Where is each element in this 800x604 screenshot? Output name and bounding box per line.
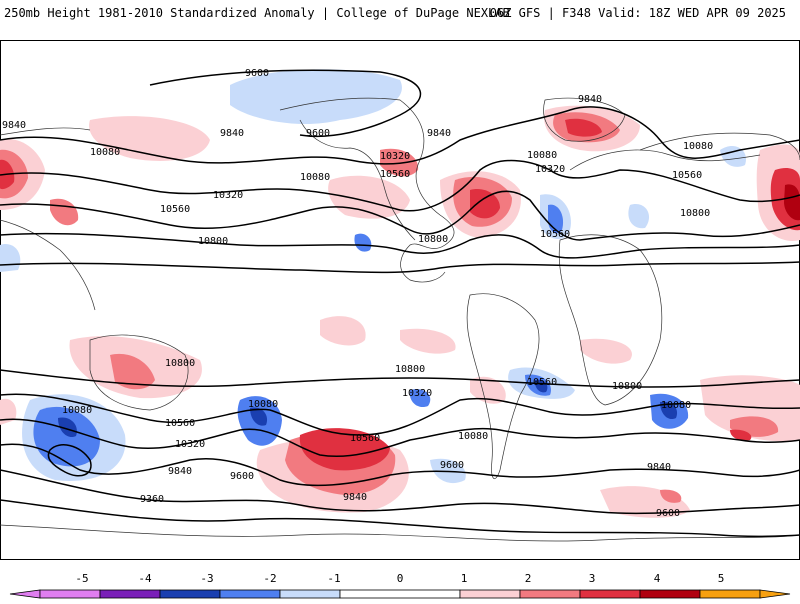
contour-label: 10320	[535, 164, 565, 175]
contour-label: 10080	[683, 141, 713, 152]
contour-label: 10560	[165, 418, 195, 429]
map-title: 250mb Height 1981-2010 Standardized Anom…	[4, 6, 510, 20]
contour-label: 9600	[306, 128, 330, 139]
contour-label: 10560	[160, 204, 190, 215]
colorbar-bin	[39, 589, 101, 599]
colorbar-tick-label: 2	[524, 572, 532, 585]
contour-label: 10560	[350, 433, 380, 444]
contour-label: 9840	[578, 94, 602, 105]
contour-label: 10560	[527, 377, 557, 388]
contour-label: 10560	[672, 170, 702, 181]
colorbar-bin	[759, 589, 791, 599]
anomaly-shading	[0, 69, 800, 518]
contour-label: 10080	[661, 400, 691, 411]
contour-label: 10320	[213, 190, 243, 201]
coastlines	[0, 97, 800, 542]
colorbar-bin	[99, 589, 161, 599]
contour-label: 9840	[2, 120, 26, 131]
contour-label: 10080	[527, 150, 557, 161]
contour-label: 9360	[140, 494, 164, 505]
contour-label: 9600	[656, 508, 680, 519]
anomaly-map: 9600 9600 9840 9840 9840 9840 10080 1008…	[0, 40, 800, 560]
contour-label: 9840	[220, 128, 244, 139]
contour-label: 10800	[395, 364, 425, 375]
colorbar-bin	[699, 589, 761, 599]
contour-label: 10320	[175, 439, 205, 450]
height-contours	[0, 69, 800, 538]
contour-label: 10320	[402, 388, 432, 399]
contour-label: 9840	[427, 128, 451, 139]
contour-labels-north: 9600 9600 9840 9840 9840 9840 10080 1008…	[2, 68, 713, 247]
colorbar-tick-label: -4	[138, 572, 152, 585]
colorbar-bin	[339, 589, 461, 599]
contour-label: 9600	[440, 460, 464, 471]
colorbar-tick-label: 0	[396, 572, 404, 585]
colorbar-bin	[159, 589, 221, 599]
colorbar-tick-label: 1	[460, 572, 468, 585]
colorbar-tick-label: 3	[588, 572, 596, 585]
contour-labels-south: 10800 10800 10800 10560 10560 10560 1032…	[62, 358, 691, 519]
contour-label: 9600	[245, 68, 269, 79]
contour-label: 10080	[248, 399, 278, 410]
colorbar-bin	[279, 589, 341, 599]
colorbar-bin	[9, 589, 41, 599]
contour-label: 9840	[647, 462, 671, 473]
colorbar-bin	[219, 589, 281, 599]
colorbar-tick-label: 5	[717, 572, 725, 585]
contour-label: 10560	[380, 169, 410, 180]
colorbar-tick-label: -5	[75, 572, 89, 585]
contour-label: 10560	[540, 229, 570, 240]
contour-label: 10080	[300, 172, 330, 183]
colorbar-bin	[519, 589, 581, 599]
colorbar-tick-label: -1	[327, 572, 341, 585]
contour-label: 9600	[230, 471, 254, 482]
contour-label: 10080	[458, 431, 488, 442]
colorbar-bin	[459, 589, 521, 599]
contour-label: 10800	[680, 208, 710, 219]
contour-label: 10080	[90, 147, 120, 158]
contour-label: 9840	[168, 466, 192, 477]
colorbar-bin	[579, 589, 641, 599]
contour-label: 10800	[198, 236, 228, 247]
contour-label: 10320	[380, 151, 410, 162]
colorbar-bin	[639, 589, 701, 599]
anomaly-colorbar	[0, 570, 800, 600]
contour-label: 10800	[612, 381, 642, 392]
contour-label: 10800	[418, 234, 448, 245]
colorbar-tick-label: -2	[263, 572, 277, 585]
contour-label: 10800	[165, 358, 195, 369]
contour-label: 10080	[62, 405, 92, 416]
colorbar-tick-label: 4	[653, 572, 661, 585]
model-run-label: 06Z GFS | F348 Valid: 18Z WED APR 09 202…	[489, 6, 786, 20]
contour-label: 9840	[343, 492, 367, 503]
colorbar-tick-label: -3	[200, 572, 214, 585]
